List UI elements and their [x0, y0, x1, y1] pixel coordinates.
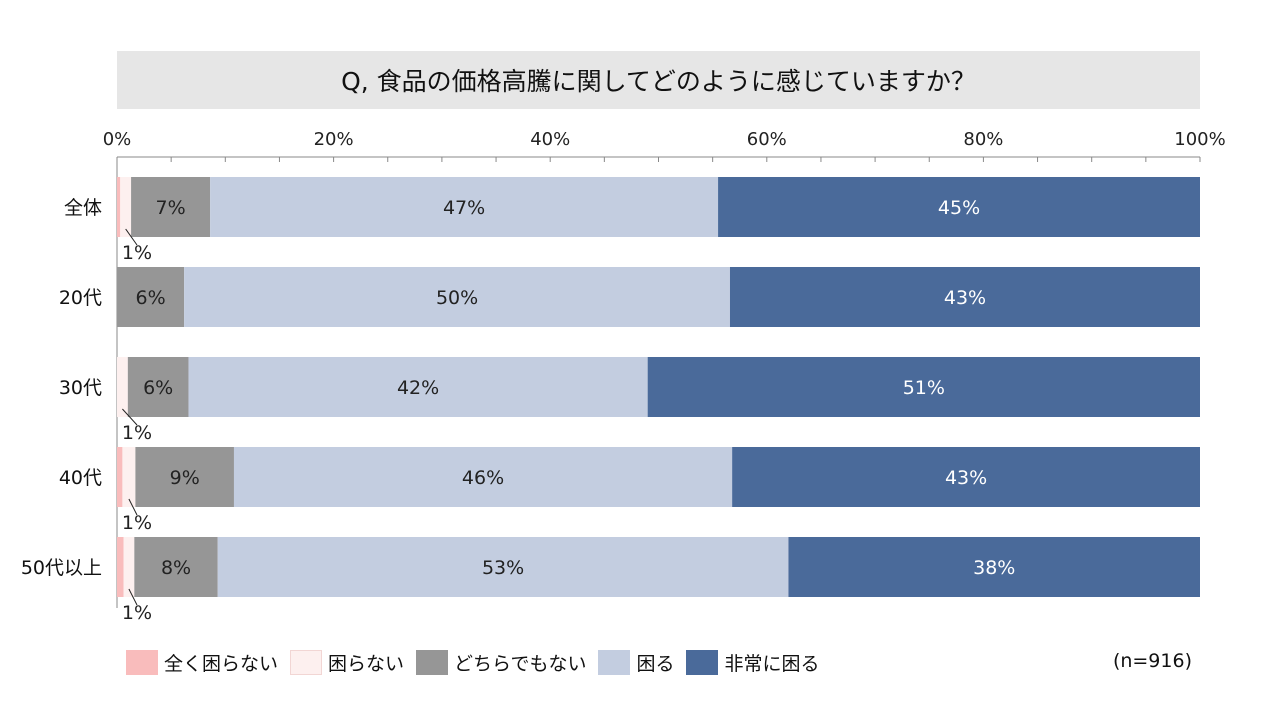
legend-item: 全く困らない — [126, 649, 278, 676]
data-label: 50% — [436, 287, 478, 309]
chart-title: Q, 食品の価格高騰に関してどのように感じていますか？ — [341, 67, 976, 96]
data-label-outside: 1% — [122, 422, 152, 444]
bar-segment — [127, 357, 189, 417]
data-label: 38% — [973, 557, 1015, 579]
legend: 全く困らない 困らない どちらでもない 困る 非常に困る — [126, 648, 832, 676]
legend-label: 困る — [636, 652, 675, 675]
legend-swatch — [416, 649, 449, 675]
category-label: 20代 — [59, 287, 102, 309]
leader-line — [122, 408, 138, 426]
category-label: 30代 — [59, 377, 102, 399]
category-label: 全体 — [64, 197, 102, 219]
data-label: 53% — [482, 557, 524, 579]
bar-segment — [184, 267, 730, 327]
bar-segment — [134, 537, 218, 597]
x-tick-label: 20% — [314, 129, 354, 150]
bar-segment — [117, 447, 123, 507]
bar-segment — [131, 177, 211, 237]
data-label: 46% — [462, 467, 504, 489]
leader-line — [128, 588, 138, 606]
x-tick-label: 60% — [747, 129, 787, 150]
bar-segment — [117, 267, 185, 327]
data-label-outside: 1% — [122, 512, 152, 534]
legend-label: どちらでもない — [454, 652, 587, 675]
data-label: 6% — [135, 287, 165, 309]
x-tick-label: 40% — [530, 129, 570, 150]
bar-segment — [788, 537, 1200, 597]
legend-label: 非常に困る — [724, 652, 820, 675]
legend-swatch — [598, 649, 631, 675]
bar-segment — [117, 537, 124, 597]
bar-segment — [120, 177, 132, 237]
bar-segment — [123, 537, 135, 597]
data-label: 9% — [170, 467, 200, 489]
bar-segment — [732, 447, 1200, 507]
chart-title-box: Q, 食品の価格高騰に関してどのように感じていますか？ — [117, 51, 1200, 109]
data-label: 45% — [938, 197, 980, 219]
bar-segment — [718, 177, 1200, 237]
legend-swatch — [126, 649, 158, 675]
data-label-outside: 1% — [122, 242, 152, 264]
bar-segment — [188, 357, 648, 417]
data-label: 8% — [161, 557, 191, 579]
bar-segment — [117, 357, 128, 417]
legend-item: 非常に困る — [686, 649, 820, 676]
leader-line — [125, 228, 138, 246]
data-label: 47% — [443, 197, 485, 219]
legend-swatch — [686, 649, 719, 675]
x-tick-label: 0% — [103, 129, 132, 150]
data-label-outside: 1% — [122, 602, 152, 624]
bar-segment — [729, 267, 1200, 327]
sample-size-note: (n=916) — [1112, 650, 1192, 672]
data-label: 42% — [397, 377, 439, 399]
legend-label: 全く困らない — [164, 652, 279, 675]
bar-segment — [233, 447, 733, 507]
legend-item: 困る — [598, 649, 674, 676]
bar-segment — [117, 177, 121, 237]
leader-line — [128, 498, 138, 516]
bar-segment — [647, 357, 1200, 417]
category-label: 50代以上 — [21, 557, 102, 579]
legend-swatch — [290, 649, 323, 675]
x-tick-label: 80% — [963, 129, 1003, 150]
legend-item: 困らない — [290, 649, 404, 676]
legend-item: どちらでもない — [416, 649, 586, 676]
bar-segment — [217, 537, 789, 597]
legend-label: 困らない — [328, 652, 405, 675]
category-label: 40代 — [59, 467, 102, 489]
x-tick-label: 100% — [1174, 129, 1225, 150]
data-label: 7% — [156, 197, 186, 219]
bar-segment — [210, 177, 719, 237]
data-label: 43% — [945, 467, 987, 489]
data-label: 51% — [903, 377, 945, 399]
bar-segment — [135, 447, 234, 507]
bar-segment — [122, 447, 136, 507]
data-label: 6% — [143, 377, 173, 399]
data-label: 43% — [944, 287, 986, 309]
